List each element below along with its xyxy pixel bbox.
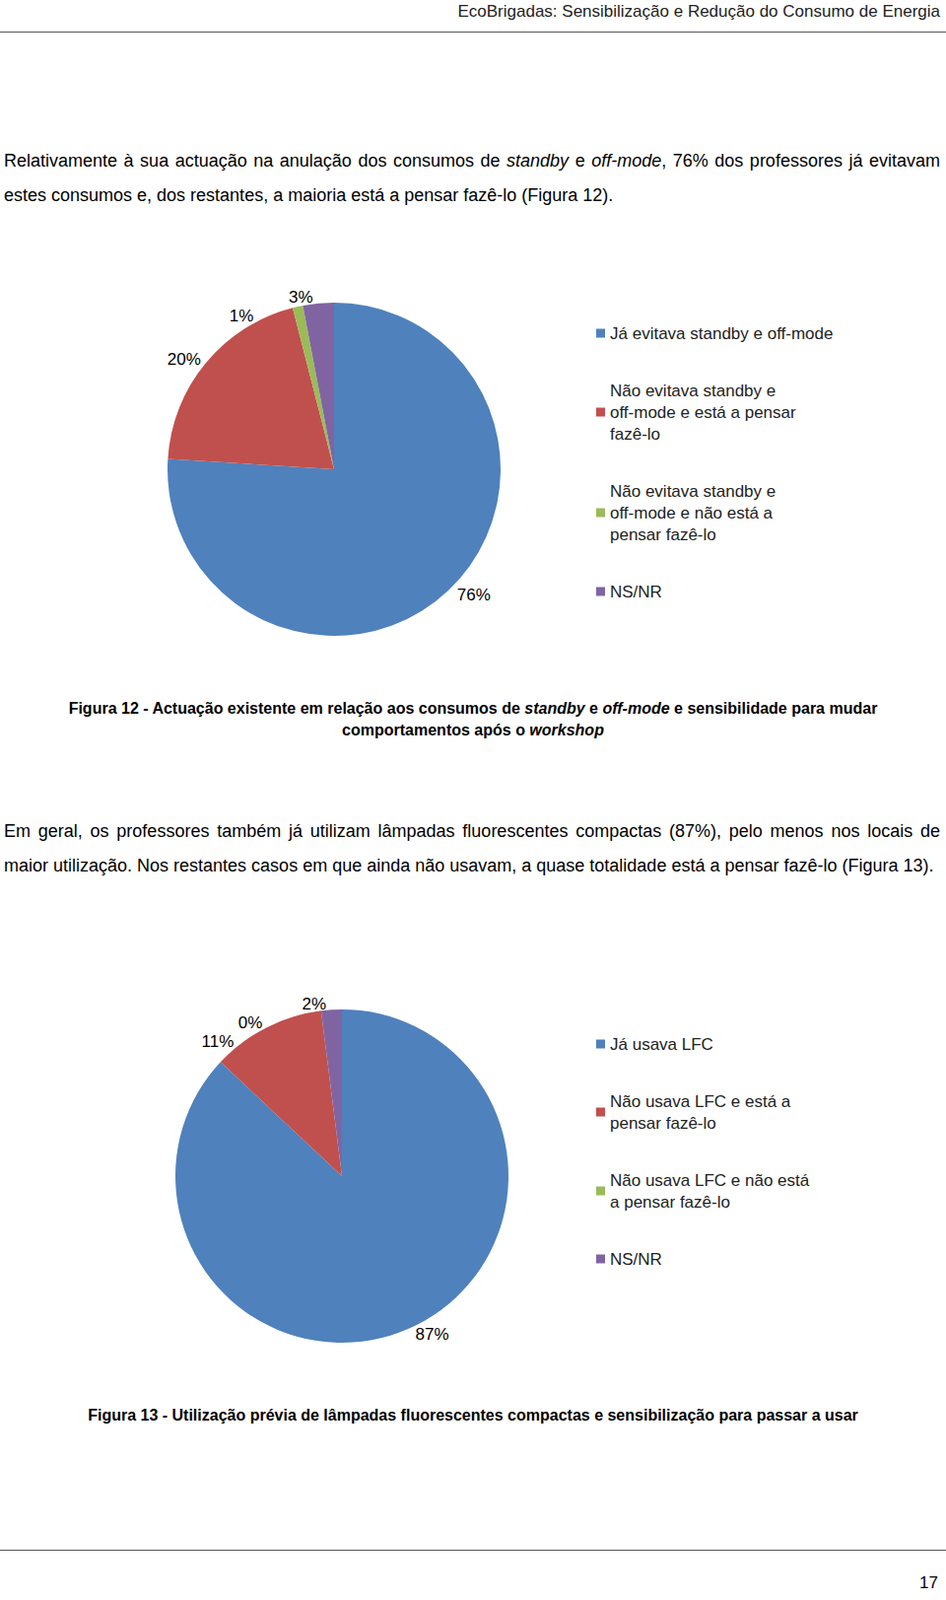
svg-text:off-mode e não está a: off-mode e não está a	[609, 503, 778, 523]
html-text:17: 17	[919, 1572, 939, 1592]
svg-text:76%: 76%	[457, 585, 491, 605]
svg-text:11%: 11%	[202, 1031, 235, 1051]
svg-text:1%: 1%	[229, 306, 255, 326]
html-text:Figura 13 - Utilização prévia: Figura 13 - Utilização prévia de lâmpada…	[87, 1406, 859, 1423]
svg-text:pensar fazê-lo: pensar fazê-lo	[609, 1113, 717, 1133]
svg-text:Já usava LFC: Já usava LFC	[609, 1034, 714, 1054]
svg-text:NS/NR: NS/NR	[609, 1249, 663, 1269]
svg-text:87%: 87%	[415, 1324, 450, 1344]
svg-text:a pensar fazê-lo: a pensar fazê-lo	[609, 1192, 731, 1212]
svg-text:2%: 2%	[301, 994, 327, 1014]
html-text:Em geral, os professores també: Em geral, os professores também já utili…	[3, 820, 941, 876]
svg-text:Não evitava standby e: Não evitava standby e	[609, 381, 781, 401]
svg-text:0%: 0%	[238, 1013, 264, 1032]
html-text:Figura 12 - Actuação existente: Figura 12 - Actuação existente em relaçã…	[68, 699, 878, 739]
svg-text:Não evitava standby e: Não evitava standby e	[609, 481, 781, 501]
html-text:EcoBrigadas: Sensibilização e: EcoBrigadas: Sensibilização e Redução do…	[457, 1, 941, 21]
svg-text:pensar fazê-lo: pensar fazê-lo	[609, 525, 717, 544]
html-text:Relativamente à sua actuação n: Relativamente à sua actuação na anulação…	[3, 150, 941, 205]
svg-text:Não usava LFC e não está: Não usava LFC e não está	[609, 1170, 814, 1190]
svg-text:fazê-lo: fazê-lo	[609, 424, 661, 444]
svg-text:3%: 3%	[288, 287, 314, 307]
svg-text:NS/NR: NS/NR	[609, 582, 663, 602]
svg-text:Já evitava standby e off-mode: Já evitava standby e off-mode	[609, 324, 834, 343]
svg-text:20%: 20%	[167, 349, 202, 369]
svg-text:Não usava LFC e está a: Não usava LFC e está a	[609, 1091, 796, 1111]
svg-text:off-mode e está a pensar: off-mode e está a pensar	[609, 403, 801, 422]
